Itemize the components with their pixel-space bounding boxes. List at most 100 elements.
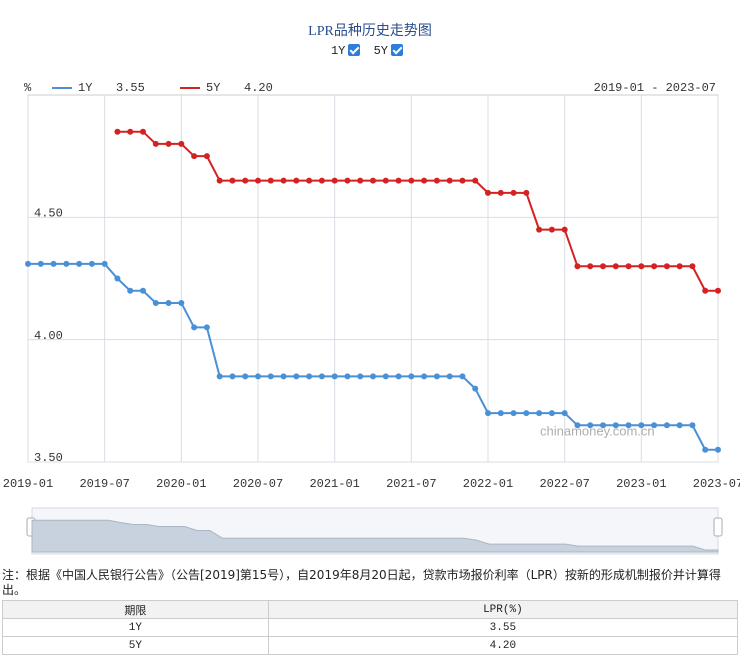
data-point [50, 260, 57, 267]
data-point [497, 410, 504, 417]
data-point [255, 177, 261, 184]
data-point [306, 177, 313, 184]
data-point [433, 373, 440, 380]
range-label: 2019-01 - 2023-07 [594, 81, 716, 95]
data-point [114, 128, 121, 135]
data-point [702, 446, 709, 453]
data-point [344, 373, 351, 380]
data-point [472, 177, 479, 184]
x-tick-label: 2022-07 [539, 477, 589, 491]
checkbox[interactable] [348, 44, 361, 56]
data-point [676, 422, 683, 429]
data-point [459, 177, 466, 184]
data-point [357, 373, 364, 380]
data-point [651, 263, 658, 270]
data-point [203, 153, 210, 160]
data-point [510, 189, 517, 196]
data-point [37, 260, 44, 267]
data-point [702, 287, 709, 294]
x-tick-label: 2022-01 [463, 477, 513, 491]
data-point [357, 177, 364, 184]
zoom-handle[interactable] [713, 517, 723, 537]
data-point [370, 177, 376, 184]
data-point [267, 177, 274, 184]
data-point [408, 373, 415, 380]
data-point [127, 128, 134, 135]
data-point [561, 226, 568, 233]
data-point [101, 260, 108, 267]
data-point [370, 373, 376, 380]
data-point [689, 422, 696, 429]
data-point [293, 373, 300, 380]
zoom-preview [31, 519, 719, 553]
data-point [63, 260, 70, 267]
data-point [191, 324, 198, 331]
data-point [421, 177, 428, 184]
data-point [255, 373, 261, 380]
data-point [523, 410, 530, 417]
data-point [523, 189, 530, 196]
data-point [715, 287, 721, 294]
series-toggles: 1Y 5Y [0, 44, 740, 58]
data-point [306, 373, 313, 380]
data-point [600, 263, 606, 270]
data-point [446, 373, 453, 380]
data-point [536, 226, 543, 233]
toggle-label: 5Y [373, 44, 388, 58]
plot-border [27, 94, 719, 463]
legend-value: 4.20 [244, 81, 273, 95]
table-cell: 3.55 [267, 618, 739, 637]
data-point [446, 177, 453, 184]
x-tick-label: 2023-07 [693, 477, 740, 491]
data-point [382, 373, 389, 380]
data-point [178, 140, 185, 147]
data-point [715, 446, 721, 453]
data-point [433, 177, 440, 184]
table-cell: 4.20 [267, 636, 739, 655]
data-point [625, 422, 632, 429]
data-point [203, 324, 210, 331]
data-point [574, 422, 581, 429]
data-point [88, 260, 95, 267]
note: 注：根据《中国人民银行公告》（公告[2019]第15号），自2019年8月20日… [2, 568, 721, 597]
data-point [293, 177, 300, 184]
table-header: LPR(%) [267, 600, 739, 619]
legend-label: 5Y [206, 81, 220, 95]
data-point [459, 373, 466, 380]
chart-title: LPR品种历史走势图 [308, 24, 432, 39]
data-point [318, 177, 325, 184]
legend-label: 1Y [78, 81, 92, 95]
data-point [140, 128, 146, 135]
watermark: chinamoney.com.cn [540, 423, 655, 438]
data-point [127, 287, 134, 294]
data-point [395, 177, 402, 184]
data-point [612, 263, 619, 270]
data-point [612, 422, 619, 429]
data-point [638, 263, 645, 270]
data-point [536, 410, 543, 417]
data-point [331, 373, 338, 380]
data-point [663, 263, 670, 270]
data-point [587, 263, 594, 270]
data-point [561, 410, 568, 417]
data-point [191, 153, 198, 160]
data-point [421, 373, 428, 380]
data-point [638, 422, 645, 429]
data-point [280, 177, 287, 184]
data-point [548, 410, 555, 417]
data-point [165, 299, 172, 306]
y-tick-label: 4.50 [34, 207, 63, 221]
data-point [165, 140, 172, 147]
data-point [689, 263, 696, 270]
data-point [267, 373, 274, 380]
data-point [382, 177, 389, 184]
data-point [76, 260, 83, 267]
x-tick-label: 2020-07 [233, 477, 283, 491]
checkbox[interactable] [391, 44, 403, 56]
data-point [242, 177, 249, 184]
data-point [625, 263, 632, 270]
data-point [408, 177, 415, 184]
data-point [140, 287, 146, 294]
toggle-label: 1Y [330, 44, 346, 58]
